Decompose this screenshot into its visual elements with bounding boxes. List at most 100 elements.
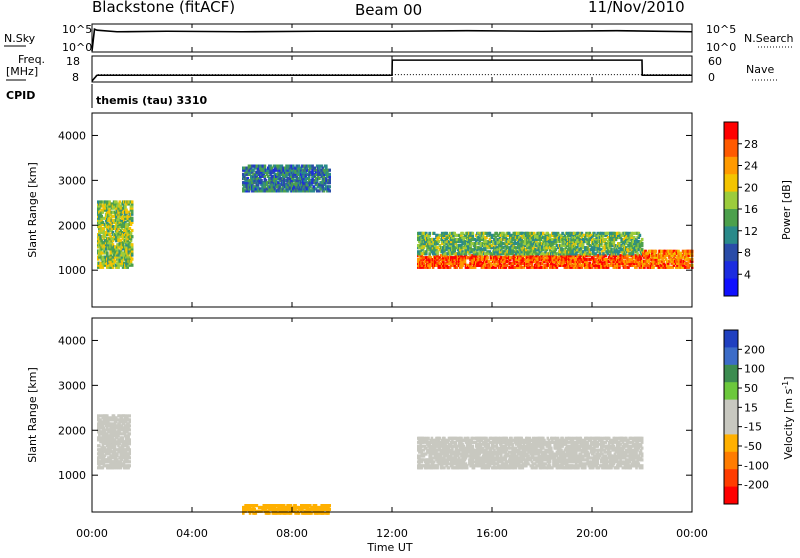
heatmap-cell <box>417 250 420 253</box>
heatmap-cell <box>433 232 436 235</box>
heatmap-cell <box>599 252 602 255</box>
heatmap-cell <box>535 252 538 255</box>
heatmap-cell <box>106 251 109 254</box>
nave-tick-top: 60 <box>708 55 722 68</box>
heatmap-cell <box>509 256 512 259</box>
nsky-tick-bottom: 10^0 <box>62 41 92 54</box>
heatmap-cell <box>470 242 473 245</box>
heatmap-cell <box>605 238 608 241</box>
heatmap-cell <box>428 232 431 235</box>
heatmap-cell <box>549 234 552 237</box>
heatmap-cell <box>427 437 430 440</box>
heatmap-cell <box>98 444 101 447</box>
y-tick-label: 4000 <box>58 129 86 142</box>
heatmap-cell <box>639 234 642 237</box>
heatmap-cell <box>456 238 459 241</box>
heatmap-cell <box>292 165 295 168</box>
heatmap-cell <box>105 448 108 451</box>
freq-tick-top: 18 <box>66 55 80 68</box>
y-tick-label: 1000 <box>58 264 86 277</box>
heatmap-cell <box>251 165 254 168</box>
heatmap-cell <box>436 246 439 249</box>
heatmap-cell <box>270 167 273 170</box>
beam-title: Beam 00 <box>355 1 422 19</box>
heatmap-cell <box>328 173 331 176</box>
heatmap-cell <box>121 462 124 465</box>
heatmap-cell <box>602 252 605 255</box>
heatmap-cell <box>472 445 475 448</box>
heatmap-cell <box>515 242 518 245</box>
heatmap-cell <box>608 250 611 253</box>
heatmap-cell <box>443 466 446 469</box>
heatmap-cell <box>651 250 654 253</box>
nave-tick-bottom: 0 <box>708 71 715 84</box>
heatmap-cell <box>655 250 658 253</box>
heatmap-cell <box>680 252 683 255</box>
heatmap-cell <box>626 254 629 257</box>
heatmap-cell <box>633 236 636 239</box>
heatmap-cell <box>128 418 131 421</box>
heatmap-cell <box>298 165 301 168</box>
heatmap-cell <box>614 232 617 235</box>
heatmap-cell <box>489 232 492 235</box>
heatmap-cell <box>636 252 639 255</box>
heatmap-cell <box>480 242 483 245</box>
heatmap-cell <box>314 167 317 170</box>
heatmap-cell <box>129 227 132 230</box>
heatmap-cell <box>125 209 128 212</box>
heatmap-cell <box>514 266 517 269</box>
heatmap-cell <box>126 414 129 417</box>
heatmap-cell <box>445 232 448 235</box>
heatmap-cell <box>456 437 459 440</box>
heatmap-cell <box>128 428 131 431</box>
heatmap-cell <box>561 232 564 235</box>
station-title: Blackstone (fitACF) <box>92 0 235 16</box>
heatmap-cell <box>128 460 131 463</box>
heatmap-cell <box>264 175 267 178</box>
heatmap-cell <box>531 232 534 235</box>
heatmap-cell <box>99 414 102 417</box>
heatmap-cell <box>506 264 509 267</box>
heatmap-cell <box>641 242 644 245</box>
heatmap-cell <box>476 242 479 245</box>
heatmap-cell <box>439 437 442 440</box>
heatmap-cell <box>542 232 545 235</box>
heatmap-cell <box>306 177 309 180</box>
nsky-tick-top: 10^5 <box>62 23 92 36</box>
heatmap-cell <box>515 246 518 249</box>
heatmap-cell <box>128 464 131 467</box>
heatmap-cell <box>448 466 451 469</box>
heatmap-cell <box>659 260 662 263</box>
heatmap-cell <box>131 235 134 238</box>
heatmap-cell <box>128 448 131 451</box>
heatmap-cell <box>328 185 331 188</box>
heatmap-cell <box>420 449 423 452</box>
power-panel-frame <box>92 113 692 307</box>
date-title: 11/Nov/2010 <box>588 0 685 16</box>
heatmap-cell <box>433 460 436 463</box>
power-ylabel: Slant Range [km] <box>26 162 39 258</box>
heatmap-cell <box>585 258 588 261</box>
heatmap-cell <box>102 221 105 224</box>
heatmap-cell <box>439 234 442 237</box>
nsearch-label: N.Search <box>744 32 794 45</box>
cpid-label: CPID <box>6 89 35 102</box>
heatmap-cell <box>131 258 134 261</box>
heatmap-cell <box>486 256 489 259</box>
heatmap-cell <box>492 266 495 269</box>
heatmap-cell <box>128 432 131 435</box>
heatmap-cell <box>602 232 605 235</box>
heatmap-cell <box>476 252 479 255</box>
heatmap-cell <box>328 169 331 172</box>
heatmap-cell <box>660 250 663 253</box>
heatmap-cell <box>283 189 286 192</box>
power-heatmap-cells <box>97 165 694 269</box>
heatmap-cell <box>520 266 523 269</box>
heatmap-cell <box>472 437 475 440</box>
heatmap-cell <box>328 189 331 192</box>
y-tick-label: 3000 <box>58 174 86 187</box>
heatmap-cell <box>652 266 655 269</box>
heatmap-cell <box>436 250 439 253</box>
heatmap-cell <box>318 177 321 180</box>
freq-unit: [MHz] <box>6 65 38 78</box>
